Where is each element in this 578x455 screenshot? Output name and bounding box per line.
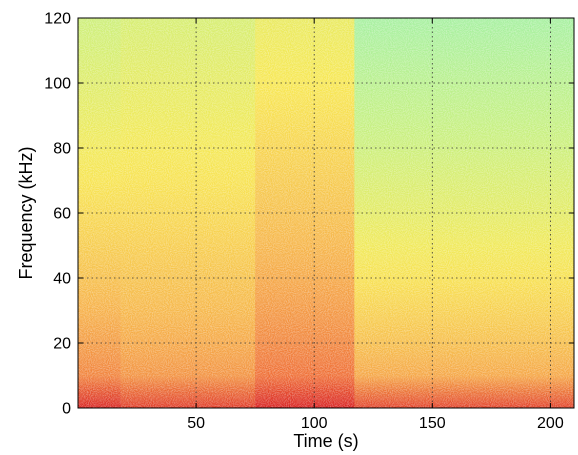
x-tick-label: 200 xyxy=(537,415,564,432)
y-tick-label: 60 xyxy=(53,206,71,223)
y-tick-label: 120 xyxy=(44,11,71,28)
grid-lines xyxy=(78,18,574,408)
y-tick-label: 100 xyxy=(44,76,71,93)
y-tick-label: 0 xyxy=(62,401,71,418)
y-tick-label: 80 xyxy=(53,141,71,158)
x-axis-label: Time (s) xyxy=(293,431,358,451)
axis-ticks: 50 100 150 200 0 20 40 60 80 100 120 xyxy=(44,11,574,432)
y-tick-label: 20 xyxy=(53,336,71,353)
x-tick-label: 150 xyxy=(419,415,446,432)
x-tick-label: 50 xyxy=(187,415,205,432)
y-tick-label: 40 xyxy=(53,271,71,288)
y-axis-label: Frequency (kHz) xyxy=(16,146,36,279)
x-tick-label: 100 xyxy=(301,415,328,432)
